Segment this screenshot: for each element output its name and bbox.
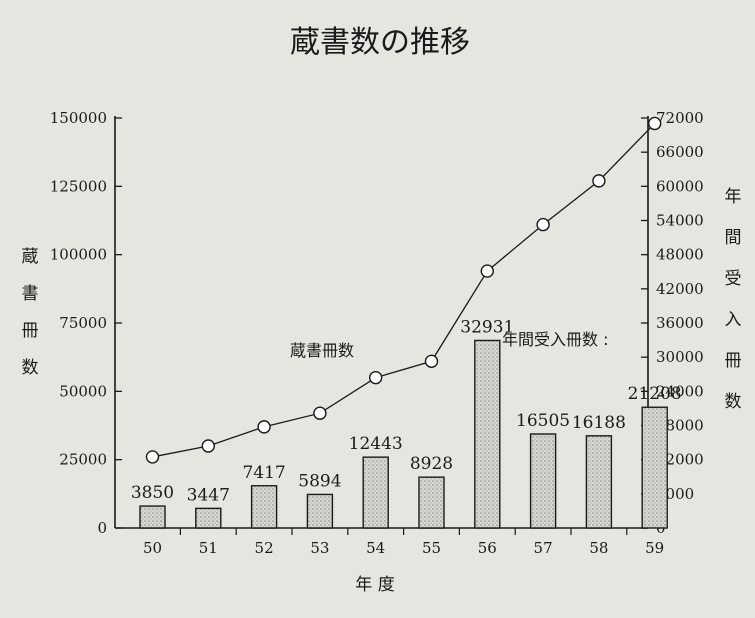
bar-value-label: 5894 <box>298 471 341 491</box>
line-point <box>480 264 494 278</box>
bar <box>306 493 334 529</box>
x-tick-label: 58 <box>589 539 608 557</box>
right-tick-label: 36000 <box>656 314 704 332</box>
right-axis-label-char: 冊 <box>725 351 742 371</box>
right-tick-label: 72000 <box>656 109 704 127</box>
x-tick-label: 55 <box>422 539 441 557</box>
line-series-label: 蔵書冊数 <box>290 341 354 360</box>
right-tick-label: 30000 <box>656 348 704 366</box>
right-axis-label-char: 受 <box>725 269 742 289</box>
right-tick-label: 24000 <box>656 382 704 400</box>
x-tick-label: 59 <box>645 539 664 557</box>
bar <box>585 435 613 529</box>
x-axis-label: 年 度 <box>355 575 394 595</box>
bar-series <box>139 339 668 529</box>
right-tick-label: 42000 <box>656 280 704 298</box>
right-axis-label-char: 入 <box>725 310 742 330</box>
bar-value-label: 7417 <box>242 463 285 483</box>
right-axis-label: 年間受入冊数 <box>725 187 742 412</box>
bar-value-label: 16505 <box>516 411 570 431</box>
bar-series-label: 年間受入冊数 : <box>502 330 608 349</box>
x-tick-label: 57 <box>534 539 553 557</box>
right-tick-label: 18000 <box>656 417 704 435</box>
left-tick-label: 100000 <box>50 246 107 264</box>
line-point <box>648 116 662 131</box>
bar-value-label: 12443 <box>349 434 403 454</box>
left-axis-label-char: 書 <box>22 284 39 304</box>
bar <box>195 507 222 529</box>
bar <box>362 456 389 529</box>
bar-value-label: 21208 <box>628 384 682 404</box>
x-tick-label: 54 <box>366 539 385 557</box>
left-axis-label: 蔵書冊数 <box>22 247 39 378</box>
bar-value-label: 3850 <box>131 483 174 503</box>
left-tick-label: 150000 <box>50 109 107 127</box>
line-point <box>313 406 327 420</box>
bar <box>529 433 557 529</box>
left-tick-label: 50000 <box>59 382 107 400</box>
x-tick-label: 50 <box>143 539 162 557</box>
bar-value-label: 32931 <box>460 317 514 337</box>
right-tick-label: 12000 <box>656 451 704 469</box>
x-tick-label: 53 <box>310 539 329 557</box>
bar <box>474 339 501 529</box>
left-axis-label-char: 冊 <box>22 321 39 341</box>
left-tick-label: 75000 <box>59 314 107 332</box>
right-axis-label-char: 間 <box>725 228 742 248</box>
left-tick-label: 0 <box>97 519 107 537</box>
right-tick-label: 66000 <box>656 143 704 161</box>
right-axis-label-char: 年 <box>725 187 742 207</box>
bar-value-label: 3447 <box>187 485 230 505</box>
line-path <box>152 123 656 458</box>
right-tick-label: 48000 <box>656 246 704 264</box>
bar-value-label: 8928 <box>410 454 453 474</box>
line-point <box>536 217 550 232</box>
line-point <box>424 354 439 368</box>
x-tick-label: 51 <box>199 539 218 557</box>
x-tick-label: 52 <box>255 539 274 557</box>
line-point <box>201 439 216 453</box>
left-tick-label: 125000 <box>50 177 107 195</box>
bar <box>418 476 445 529</box>
left-axis-label-char: 数 <box>22 358 39 378</box>
left-tick-label: 25000 <box>59 451 107 469</box>
chart-title: 蔵書数の推移 <box>290 25 470 60</box>
right-tick-label: 60000 <box>656 177 704 195</box>
line-point <box>369 370 383 385</box>
line-series <box>145 116 662 464</box>
bar <box>250 485 278 529</box>
bar-value-label: 16188 <box>572 413 626 433</box>
bar <box>641 406 668 529</box>
line-point <box>257 420 271 434</box>
bar-data-labels: 3850 3447 7417 5894 12443 8928 32931 16505 16188… <box>131 317 682 505</box>
right-tick-label: 54000 <box>656 212 704 230</box>
bar <box>139 505 166 529</box>
x-tick-label: 56 <box>478 539 497 557</box>
line-point <box>592 174 606 188</box>
x-axis: 50 51 52 53 54 55 56 57 58 59 <box>143 528 664 557</box>
right-axis-label-char: 数 <box>725 392 742 412</box>
left-axis: 0 25000 50000 75000 100000 125000 150000 <box>50 109 122 537</box>
left-axis-label-char: 蔵 <box>22 247 39 267</box>
line-point <box>145 450 160 464</box>
